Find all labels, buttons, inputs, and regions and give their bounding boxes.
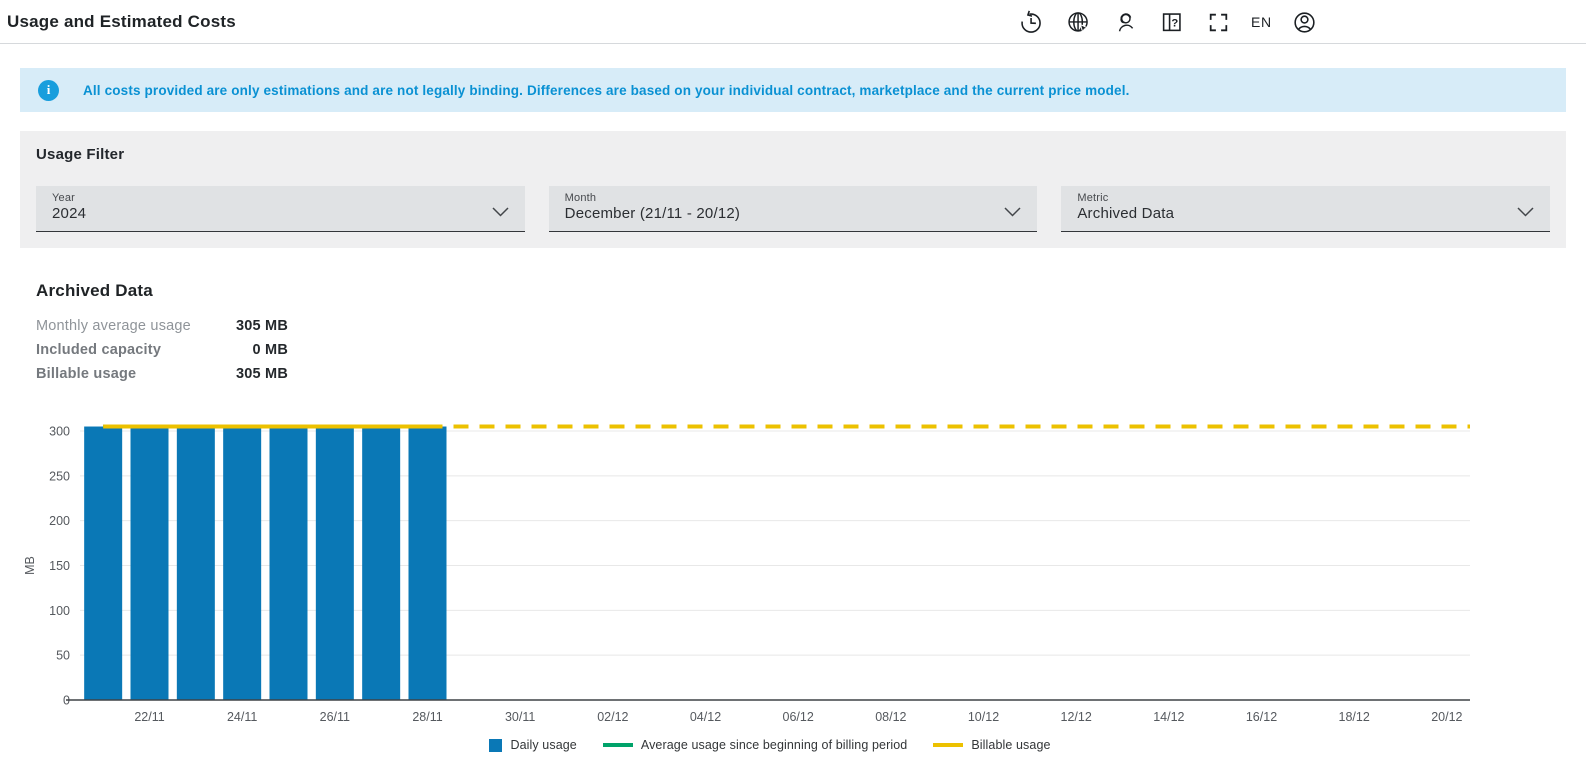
svg-text:26/11: 26/11 (320, 710, 350, 724)
year-dropdown-value: 2024 (52, 205, 481, 222)
month-dropdown[interactable]: Month December (21/11 - 20/12) (549, 186, 1038, 232)
chart-legend: Daily usage Average usage since beginnin… (20, 738, 1520, 752)
info-banner: i All costs provided are only estimation… (20, 68, 1566, 112)
chevron-down-icon (1004, 204, 1021, 222)
svg-text:100: 100 (49, 604, 70, 618)
help-button[interactable]: ? (1157, 8, 1185, 36)
svg-text:10/12: 10/12 (968, 710, 999, 724)
fullscreen-icon (1206, 10, 1231, 35)
svg-text:?: ? (1171, 17, 1178, 29)
chevron-down-icon (1517, 204, 1534, 222)
year-dropdown[interactable]: Year 2024 (36, 186, 525, 232)
usage-chart-svg: 050100150200250300MB22/1124/1126/1128/11… (20, 414, 1520, 736)
usage-filter-title: Usage Filter (36, 146, 1550, 163)
legend-label: Daily usage (510, 738, 576, 752)
stat-row-billable-usage: Billable usage 305 MB (36, 362, 1566, 386)
svg-text:18/12: 18/12 (1339, 710, 1370, 724)
app-header: Usage and Estimated Costs (0, 0, 1586, 44)
legend-item-daily-usage[interactable]: Daily usage (489, 738, 576, 752)
legend-swatch-average-usage (603, 743, 633, 747)
svg-text:250: 250 (49, 469, 70, 483)
header-toolbar: ? EN (1016, 0, 1319, 44)
svg-text:04/12: 04/12 (690, 710, 721, 724)
metric-dropdown-label: Metric (1077, 192, 1506, 204)
support-button[interactable] (1110, 8, 1138, 36)
chevron-down-icon (492, 204, 509, 222)
stat-label: Monthly average usage (36, 318, 228, 334)
svg-text:200: 200 (49, 514, 70, 528)
info-banner-text: All costs provided are only estimations … (83, 83, 1130, 98)
account-icon (1291, 9, 1318, 36)
svg-text:14/12: 14/12 (1153, 710, 1184, 724)
svg-text:300: 300 (49, 425, 70, 439)
svg-text:28/11: 28/11 (412, 710, 442, 724)
svg-text:12/12: 12/12 (1061, 710, 1092, 724)
stat-value: 305 MB (228, 318, 288, 334)
legend-label: Average usage since beginning of billing… (641, 738, 907, 752)
svg-text:06/12: 06/12 (783, 710, 814, 724)
metric-dropdown-value: Archived Data (1077, 205, 1506, 222)
account-button[interactable] (1291, 8, 1319, 36)
legend-swatch-daily-usage (489, 739, 502, 752)
legend-item-average-usage[interactable]: Average usage since beginning of billing… (603, 738, 907, 752)
usage-filter-panel: Usage Filter Year 2024 Month December (2… (20, 131, 1566, 248)
usage-chart: 050100150200250300MB22/1124/1126/1128/11… (20, 414, 1520, 752)
language-globe-button[interactable] (1063, 8, 1091, 36)
stat-label: Billable usage (36, 366, 228, 382)
legend-item-billable-usage[interactable]: Billable usage (933, 738, 1050, 752)
filter-dropdown-row: Year 2024 Month December (21/11 - 20/12)… (36, 186, 1550, 232)
stat-value: 0 MB (228, 342, 288, 358)
svg-text:16/12: 16/12 (1246, 710, 1277, 724)
stat-label: Included capacity (36, 342, 228, 358)
svg-text:24/11: 24/11 (227, 710, 257, 724)
page-title: Usage and Estimated Costs (7, 12, 236, 32)
svg-text:20/12: 20/12 (1431, 710, 1462, 724)
history-button[interactable] (1016, 8, 1044, 36)
fullscreen-button[interactable] (1204, 8, 1232, 36)
svg-text:08/12: 08/12 (875, 710, 906, 724)
metric-dropdown[interactable]: Metric Archived Data (1061, 186, 1550, 232)
svg-text:150: 150 (49, 559, 70, 573)
help-book-icon: ? (1158, 9, 1185, 36)
legend-label: Billable usage (971, 738, 1050, 752)
legend-swatch-billable-usage (933, 743, 963, 747)
language-label: EN (1251, 14, 1272, 30)
metric-title: Archived Data (36, 281, 1566, 301)
svg-text:02/12: 02/12 (597, 710, 628, 724)
metric-stats: Monthly average usage 305 MB Included ca… (36, 314, 1566, 386)
svg-text:30/11: 30/11 (505, 710, 535, 724)
svg-text:MB: MB (23, 556, 37, 575)
svg-text:22/11: 22/11 (134, 710, 164, 724)
month-dropdown-label: Month (565, 192, 994, 204)
globe-language-icon (1064, 9, 1091, 36)
info-icon: i (38, 80, 59, 101)
language-selector[interactable]: EN (1251, 8, 1272, 36)
svg-text:50: 50 (56, 649, 70, 663)
history-icon (1017, 9, 1044, 36)
stat-row-monthly-average: Monthly average usage 305 MB (36, 314, 1566, 338)
support-headset-icon (1111, 9, 1138, 36)
metric-summary: Archived Data Monthly average usage 305 … (36, 281, 1566, 386)
stat-value: 305 MB (228, 366, 288, 382)
year-dropdown-label: Year (52, 192, 481, 204)
month-dropdown-value: December (21/11 - 20/12) (565, 205, 994, 222)
stat-row-included-capacity: Included capacity 0 MB (36, 338, 1566, 362)
